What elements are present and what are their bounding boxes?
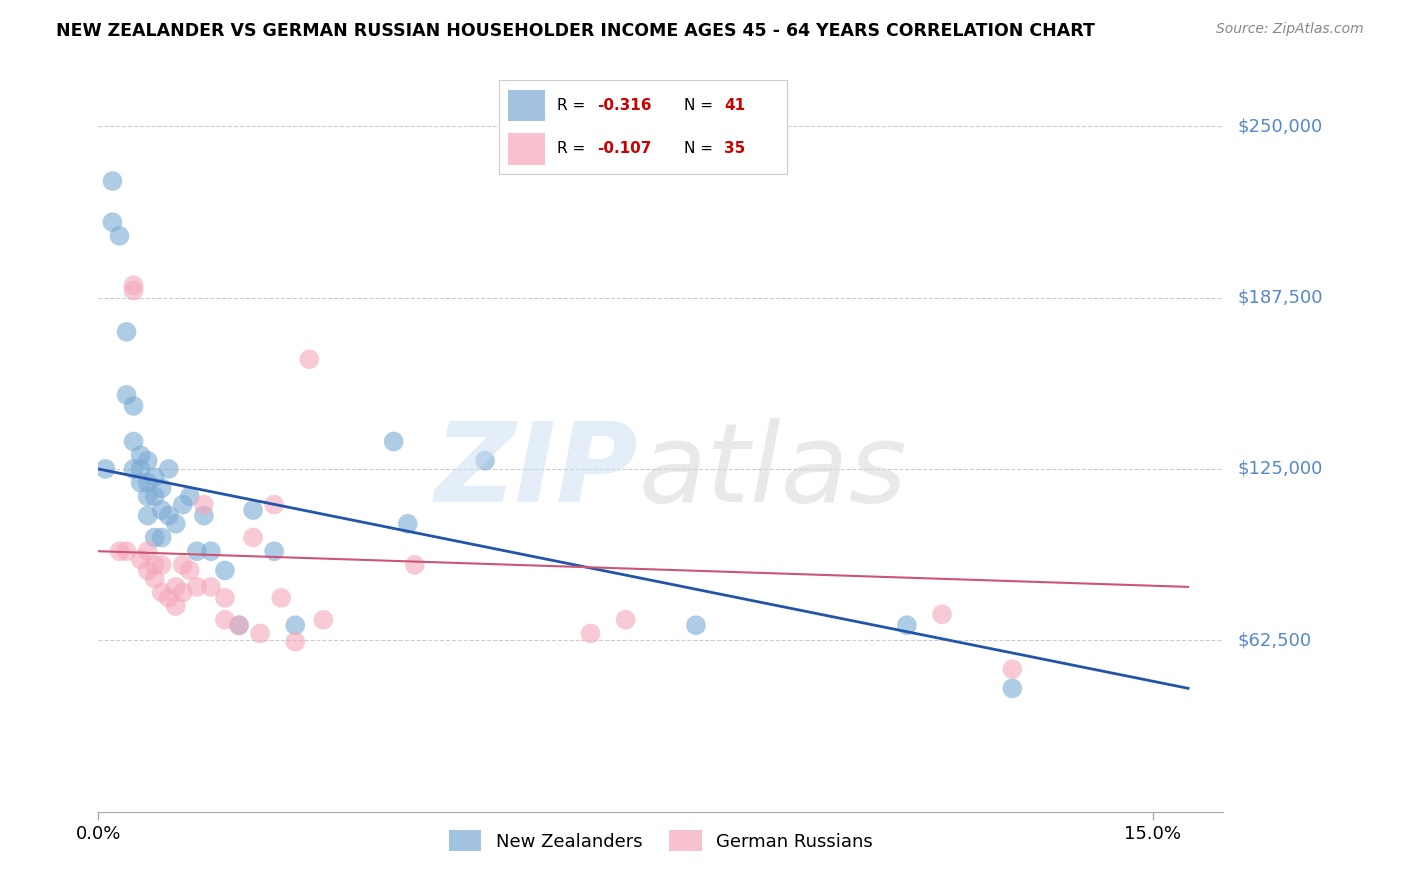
- Point: [122, 278, 145, 293]
- Point: [165, 580, 187, 594]
- Point: [122, 434, 145, 449]
- Point: [122, 399, 145, 413]
- Point: [193, 508, 215, 523]
- Point: [242, 531, 264, 545]
- Point: [396, 516, 419, 531]
- Point: [242, 503, 264, 517]
- Text: -0.316: -0.316: [598, 98, 651, 113]
- Point: [129, 448, 152, 462]
- Text: $125,000: $125,000: [1237, 460, 1323, 478]
- Point: [150, 531, 173, 545]
- Point: [108, 228, 131, 243]
- Point: [143, 470, 166, 484]
- Point: [284, 634, 307, 648]
- Point: [214, 591, 236, 605]
- Point: [157, 508, 180, 523]
- Point: [143, 558, 166, 572]
- Point: [931, 607, 953, 622]
- Point: [263, 498, 285, 512]
- Point: [136, 544, 159, 558]
- Text: 41: 41: [724, 98, 745, 113]
- Text: $250,000: $250,000: [1237, 117, 1323, 136]
- Point: [165, 599, 187, 613]
- Point: [614, 613, 637, 627]
- Point: [579, 626, 602, 640]
- Text: -0.107: -0.107: [598, 141, 651, 156]
- Point: [179, 563, 201, 577]
- Point: [896, 618, 918, 632]
- Point: [143, 572, 166, 586]
- Point: [143, 531, 166, 545]
- Point: [214, 613, 236, 627]
- Point: [136, 563, 159, 577]
- Point: [129, 462, 152, 476]
- Point: [150, 585, 173, 599]
- Point: [115, 388, 138, 402]
- Text: N =: N =: [683, 141, 717, 156]
- Point: [214, 563, 236, 577]
- Bar: [508, 89, 546, 121]
- Bar: [508, 133, 546, 164]
- Point: [136, 475, 159, 490]
- Point: [474, 454, 496, 468]
- Point: [263, 544, 285, 558]
- Point: [186, 580, 208, 594]
- Point: [101, 174, 124, 188]
- Point: [115, 544, 138, 558]
- Point: [404, 558, 426, 572]
- Point: [172, 585, 194, 599]
- Point: [200, 580, 222, 594]
- Point: [150, 558, 173, 572]
- Legend: New Zealanders, German Russians: New Zealanders, German Russians: [441, 823, 880, 858]
- Text: $187,500: $187,500: [1237, 289, 1323, 307]
- Point: [94, 462, 117, 476]
- Point: [200, 544, 222, 558]
- Point: [228, 618, 250, 632]
- Text: $62,500: $62,500: [1237, 632, 1312, 649]
- Point: [122, 462, 145, 476]
- Point: [382, 434, 405, 449]
- Point: [150, 481, 173, 495]
- Point: [150, 503, 173, 517]
- Point: [249, 626, 271, 640]
- Point: [165, 516, 187, 531]
- Text: N =: N =: [683, 98, 717, 113]
- Point: [172, 498, 194, 512]
- Point: [157, 462, 180, 476]
- Point: [115, 325, 138, 339]
- Point: [129, 475, 152, 490]
- Point: [136, 508, 159, 523]
- Point: [1001, 662, 1024, 676]
- Point: [284, 618, 307, 632]
- Point: [186, 544, 208, 558]
- Point: [143, 489, 166, 503]
- Text: NEW ZEALANDER VS GERMAN RUSSIAN HOUSEHOLDER INCOME AGES 45 - 64 YEARS CORRELATIO: NEW ZEALANDER VS GERMAN RUSSIAN HOUSEHOL…: [56, 22, 1095, 40]
- Point: [108, 544, 131, 558]
- Point: [157, 591, 180, 605]
- Point: [101, 215, 124, 229]
- Text: Source: ZipAtlas.com: Source: ZipAtlas.com: [1216, 22, 1364, 37]
- Point: [312, 613, 335, 627]
- Point: [685, 618, 707, 632]
- Point: [228, 618, 250, 632]
- Point: [298, 352, 321, 367]
- Point: [122, 284, 145, 298]
- Point: [172, 558, 194, 572]
- Text: R =: R =: [557, 98, 591, 113]
- Text: 35: 35: [724, 141, 745, 156]
- Point: [136, 489, 159, 503]
- Point: [136, 454, 159, 468]
- Point: [179, 489, 201, 503]
- Point: [129, 552, 152, 566]
- Point: [1001, 681, 1024, 696]
- Text: R =: R =: [557, 141, 591, 156]
- Text: ZIP: ZIP: [434, 417, 638, 524]
- Text: atlas: atlas: [638, 417, 907, 524]
- Point: [193, 498, 215, 512]
- Point: [270, 591, 292, 605]
